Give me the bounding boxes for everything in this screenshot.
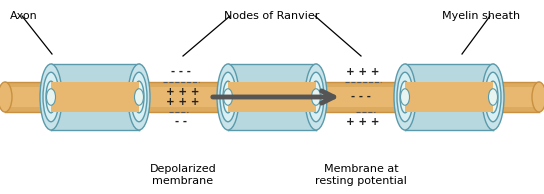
Ellipse shape xyxy=(305,64,327,130)
Ellipse shape xyxy=(397,72,413,122)
Ellipse shape xyxy=(217,64,239,130)
Text: + + +: + + + xyxy=(166,97,200,107)
Ellipse shape xyxy=(220,72,236,122)
Text: Myelin sheath: Myelin sheath xyxy=(442,11,520,21)
Ellipse shape xyxy=(46,81,56,113)
Text: - - -: - - - xyxy=(351,92,371,102)
Ellipse shape xyxy=(400,81,410,113)
Text: Axon: Axon xyxy=(10,11,38,21)
Ellipse shape xyxy=(488,81,498,113)
Bar xyxy=(51,64,139,130)
Ellipse shape xyxy=(40,64,62,130)
Ellipse shape xyxy=(223,81,233,113)
Text: + + +: + + + xyxy=(346,117,380,127)
Ellipse shape xyxy=(312,89,320,105)
Ellipse shape xyxy=(131,72,147,122)
Bar xyxy=(51,82,139,112)
Text: + + +: + + + xyxy=(166,87,200,97)
Ellipse shape xyxy=(224,89,232,105)
Text: + + +: + + + xyxy=(346,67,380,77)
Bar xyxy=(228,82,316,112)
Ellipse shape xyxy=(482,64,504,130)
Ellipse shape xyxy=(128,64,150,130)
Ellipse shape xyxy=(489,89,498,105)
Bar xyxy=(405,82,493,112)
Bar xyxy=(228,64,316,130)
Bar xyxy=(5,107,539,112)
Ellipse shape xyxy=(400,89,410,105)
Ellipse shape xyxy=(46,89,55,105)
Ellipse shape xyxy=(43,72,59,122)
Text: - -: - - xyxy=(175,117,187,127)
Ellipse shape xyxy=(311,81,321,113)
Text: - - -: - - - xyxy=(171,67,191,77)
Bar xyxy=(5,82,539,87)
Ellipse shape xyxy=(485,72,501,122)
Ellipse shape xyxy=(394,64,416,130)
Bar xyxy=(5,82,539,112)
Text: Depolarized
membrane: Depolarized membrane xyxy=(150,164,217,186)
Ellipse shape xyxy=(0,82,12,112)
Ellipse shape xyxy=(532,82,544,112)
Text: Nodes of Ranvier: Nodes of Ranvier xyxy=(224,11,320,21)
Ellipse shape xyxy=(134,81,144,113)
Bar xyxy=(405,64,493,130)
Ellipse shape xyxy=(308,72,324,122)
Text: Membrane at
resting potential: Membrane at resting potential xyxy=(315,164,407,186)
Ellipse shape xyxy=(134,89,144,105)
